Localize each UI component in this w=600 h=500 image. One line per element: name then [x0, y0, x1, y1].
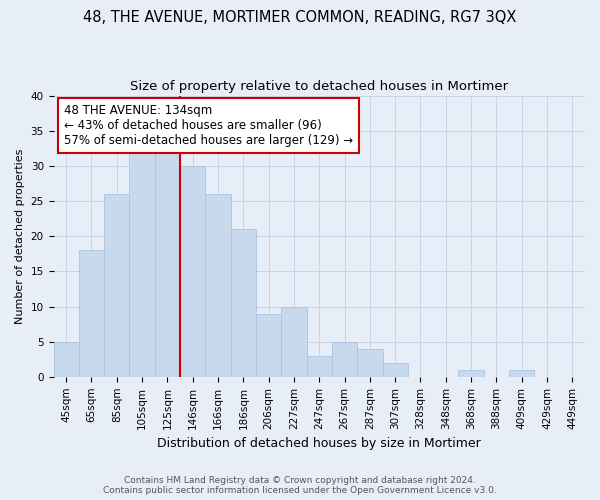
Bar — [307, 356, 332, 377]
Bar — [458, 370, 484, 377]
Bar — [79, 250, 104, 377]
Bar — [53, 342, 79, 377]
Bar — [281, 306, 307, 377]
Bar — [155, 152, 180, 377]
Text: 48 THE AVENUE: 134sqm
← 43% of detached houses are smaller (96)
57% of semi-deta: 48 THE AVENUE: 134sqm ← 43% of detached … — [64, 104, 353, 147]
Bar — [205, 194, 230, 377]
Bar — [509, 370, 535, 377]
Bar — [332, 342, 357, 377]
Bar — [130, 152, 155, 377]
Text: Contains HM Land Registry data © Crown copyright and database right 2024.
Contai: Contains HM Land Registry data © Crown c… — [103, 476, 497, 495]
Bar — [357, 348, 383, 377]
Y-axis label: Number of detached properties: Number of detached properties — [15, 148, 25, 324]
Bar — [104, 194, 130, 377]
Text: 48, THE AVENUE, MORTIMER COMMON, READING, RG7 3QX: 48, THE AVENUE, MORTIMER COMMON, READING… — [83, 10, 517, 25]
Title: Size of property relative to detached houses in Mortimer: Size of property relative to detached ho… — [130, 80, 508, 93]
Bar — [230, 229, 256, 377]
Bar — [383, 363, 408, 377]
X-axis label: Distribution of detached houses by size in Mortimer: Distribution of detached houses by size … — [157, 437, 481, 450]
Bar — [180, 166, 205, 377]
Bar — [256, 314, 281, 377]
